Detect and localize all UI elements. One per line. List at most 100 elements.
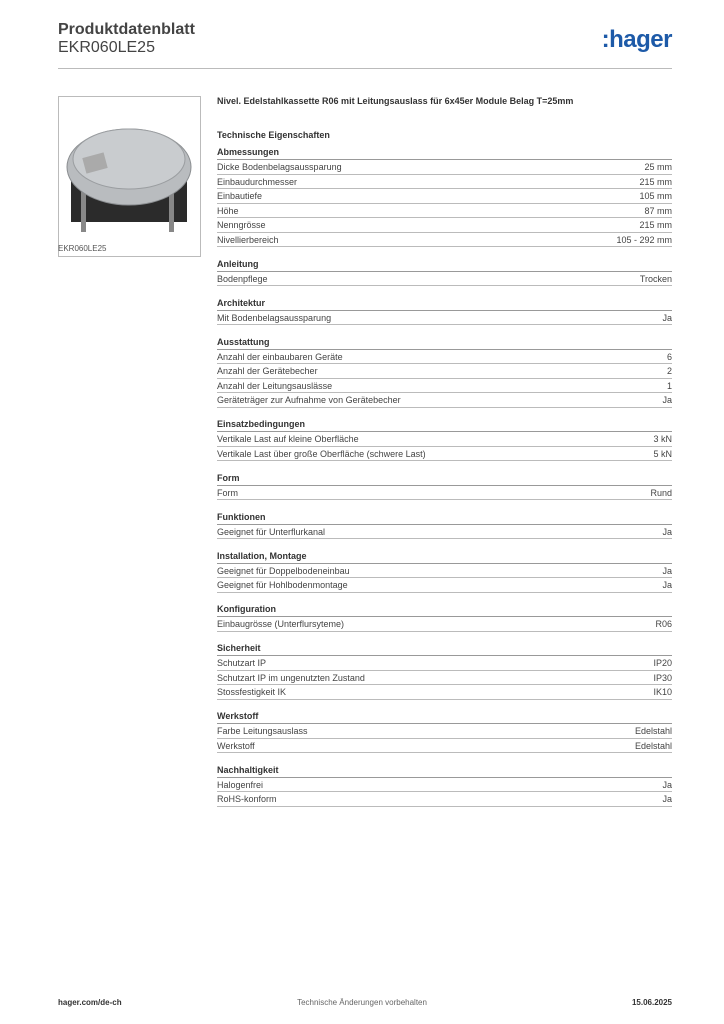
spec-row: Farbe Leitungsauslass Edelstahl [217, 724, 672, 739]
leg [169, 192, 174, 232]
section-title: Technische Eigenschaften [217, 130, 330, 140]
spec-value: 3 kN [653, 434, 672, 444]
group-title: Funktionen [217, 510, 672, 525]
spec-group: Ausstattung Anzahl der einbaubaren Geräte… [217, 335, 672, 408]
spec-label: RoHS-konform [217, 794, 277, 804]
group-title: Einsatzbedingungen [217, 417, 672, 432]
spec-label: Einbaudurchmesser [217, 176, 298, 187]
spec-value: IP20 [653, 658, 672, 668]
spec-label: Geeignet für Unterflurkanal [217, 526, 326, 537]
spec-value: 2 [666, 366, 672, 376]
group-title: Konfiguration [217, 602, 672, 617]
spec-value: 1 [666, 380, 672, 391]
footer-right: 15.06.2025 [631, 998, 672, 1007]
spec-row: Höhe 87 mm [217, 204, 672, 218]
spec-value: Ja [662, 565, 672, 576]
spec-group: Form Form Rund [217, 471, 672, 500]
spec-group: Abmessungen Dicke Bodenbelagsaussparung 25… [217, 145, 672, 247]
spec-value: Edelstahl [634, 726, 672, 736]
spec-value: IP30 [653, 672, 672, 683]
subtitle: EKR060LE25 [58, 39, 155, 56]
spec-group: Funktionen Geeignet für Unterflurkanal Ja [217, 510, 672, 539]
spec-label: Werkstoff [217, 740, 255, 751]
spec-label: Anzahl der Gerätebecher [217, 366, 318, 376]
spec-row: Schutzart IP IP20 [217, 656, 672, 671]
spec-groups: Abmessungen Dicke Bodenbelagsaussparung 25… [217, 145, 672, 807]
spec-row: Vertikale Last über große Oberfläche (sc… [217, 447, 672, 461]
spec-value: Rund [650, 487, 672, 498]
spec-group: Konfiguration Einbaugrösse (Unterflursyte… [217, 602, 672, 632]
spec-value: Ja [662, 794, 672, 804]
spec-group: Einsatzbedingungen Vertikale Last auf kle… [217, 417, 672, 461]
title: Produktdatenblatt [58, 21, 195, 38]
spec-value: Ja [662, 580, 672, 590]
spec-label: Farbe Leitungsauslass [217, 726, 308, 736]
spec-value: Trocken [639, 273, 672, 284]
spec-row: RoHS-konform Ja [217, 792, 672, 807]
spec-value: 25 mm [644, 162, 672, 172]
group-title: Ausstattung [217, 335, 672, 350]
spec-row: Einbaugrösse (Unterflursyteme) R06 [217, 617, 672, 632]
spec-row: Anzahl der Gerätebecher 2 [217, 364, 672, 379]
spec-label: Schutzart IP im ungenutzten Zustand [217, 672, 365, 683]
group-title: Architektur [217, 296, 672, 311]
spec-label: Höhe [217, 205, 239, 216]
spec-column: Nivel. Edelstahlkassette R06 mit Leitung… [217, 96, 672, 807]
group-title: Werkstoff [217, 709, 672, 724]
group-title: Nachhaltigkeit [217, 763, 672, 778]
spec-value: Ja [662, 395, 672, 405]
spec-value: 6 [666, 351, 672, 362]
spec-value: Ja [662, 526, 672, 537]
spec-group: Werkstoff Farbe Leitungsauslass Edelstahl W… [217, 709, 672, 753]
spec-value: Ja [662, 779, 672, 790]
spec-row: Halogenfrei Ja [217, 778, 672, 792]
product-drawing [66, 128, 192, 232]
spec-row: Anzahl der Leitungsauslässe 1 [217, 379, 672, 393]
spec-label: Geräteträger zur Aufnahme von Gerätebech… [217, 395, 401, 405]
spec-label: Einbautiefe [217, 191, 263, 201]
spec-value: 105 mm [639, 191, 672, 201]
spec-row: Dicke Bodenbelagsaussparung 25 mm [217, 160, 672, 175]
spec-value: IK10 [653, 687, 672, 697]
spec-value: R06 [655, 619, 672, 629]
spec-label: Anzahl der Leitungsauslässe [217, 380, 333, 391]
spec-row: Schutzart IP im ungenutzten Zustand IP30 [217, 671, 672, 685]
divider [58, 68, 672, 69]
spec-group: Installation, Montage Geeignet für Doppel… [217, 549, 672, 593]
spec-value: 87 mm [644, 205, 672, 216]
spec-row: Anzahl der einbaubaren Geräte 6 [217, 350, 672, 364]
spec-value: 215 mm [639, 176, 672, 187]
spec-row: Nivellierbereich 105 - 292 mm [217, 233, 672, 247]
spec-label: Einbaugrösse (Unterflursyteme) [217, 619, 345, 629]
spec-row: Geeignet für Unterflurkanal Ja [217, 525, 672, 539]
spec-row: Einbautiefe 105 mm [217, 189, 672, 204]
spec-label: Vertikale Last auf kleine Oberfläche [217, 434, 359, 444]
spec-group: Anleitung Bodenpflege Trocken [217, 257, 672, 286]
spec-group: Sicherheit Schutzart IP IP20 Schutzart IP i… [217, 641, 672, 700]
group-title: Abmessungen [217, 145, 672, 160]
spec-row: Form Rund [217, 486, 672, 500]
outlet [82, 152, 108, 174]
spec-value: Edelstahl [634, 740, 672, 751]
footer-left: hager.com/de-ch [58, 998, 122, 1007]
spec-label: Dicke Bodenbelagsaussparung [217, 162, 342, 172]
spec-row: Einbaudurchmesser 215 mm [217, 175, 672, 189]
spec-label: Nivellierbereich [217, 234, 279, 245]
logo: :hager [601, 26, 673, 53]
spec-row: Stossfestigkeit IK IK10 [217, 685, 672, 700]
spec-label: Geeignet für Hohlbodenmontage [217, 580, 348, 590]
image-caption: EKR060LE25 [58, 244, 107, 253]
footer-center: Technische Änderungen vorbehalten [297, 998, 427, 1007]
group-title: Sicherheit [217, 641, 672, 656]
spec-value: 105 - 292 mm [616, 234, 672, 245]
group-title: Form [217, 471, 672, 486]
spec-label: Halogenfrei [217, 779, 264, 790]
spec-row: Werkstoff Edelstahl [217, 739, 672, 753]
spec-label: Form [217, 487, 238, 498]
spec-row: Geräteträger zur Aufnahme von Gerätebech… [217, 393, 672, 408]
spec-row: Vertikale Last auf kleine Oberfläche 3 kN [217, 432, 672, 447]
spec-value: Ja [662, 312, 672, 323]
spec-label: Schutzart IP [217, 658, 267, 668]
spec-row: Geeignet für Hohlbodenmontage Ja [217, 578, 672, 593]
